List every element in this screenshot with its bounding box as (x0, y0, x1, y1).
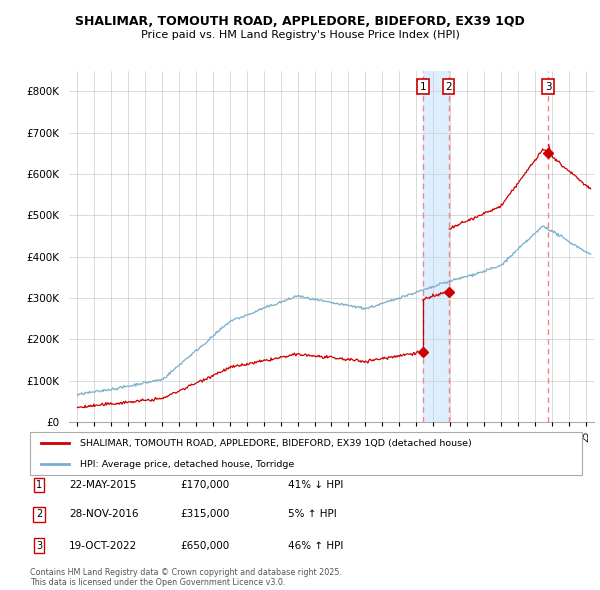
Bar (422, 71, 449, 422)
Text: HPI: Average price, detached house, Torridge: HPI: Average price, detached house, Torr… (80, 460, 294, 469)
Text: 2: 2 (36, 510, 42, 519)
Text: 5% ↑ HPI: 5% ↑ HPI (288, 510, 337, 519)
Text: 1: 1 (419, 81, 426, 91)
Text: 28-NOV-2016: 28-NOV-2016 (69, 510, 139, 519)
Text: 3: 3 (36, 541, 42, 550)
Text: Price paid vs. HM Land Registry's House Price Index (HPI): Price paid vs. HM Land Registry's House … (140, 30, 460, 40)
Text: Contains HM Land Registry data © Crown copyright and database right 2025.
This d: Contains HM Land Registry data © Crown c… (30, 568, 342, 587)
Text: £650,000: £650,000 (180, 541, 229, 550)
Text: 46% ↑ HPI: 46% ↑ HPI (288, 541, 343, 550)
Text: 41% ↓ HPI: 41% ↓ HPI (288, 480, 343, 490)
Text: 1: 1 (36, 480, 42, 490)
Text: 22-MAY-2015: 22-MAY-2015 (69, 480, 136, 490)
Text: 19-OCT-2022: 19-OCT-2022 (69, 541, 137, 550)
Text: £315,000: £315,000 (180, 510, 229, 519)
FancyBboxPatch shape (30, 432, 582, 475)
Text: SHALIMAR, TOMOUTH ROAD, APPLEDORE, BIDEFORD, EX39 1QD (detached house): SHALIMAR, TOMOUTH ROAD, APPLEDORE, BIDEF… (80, 438, 472, 448)
Text: 2: 2 (445, 81, 452, 91)
Text: £170,000: £170,000 (180, 480, 229, 490)
Text: SHALIMAR, TOMOUTH ROAD, APPLEDORE, BIDEFORD, EX39 1QD: SHALIMAR, TOMOUTH ROAD, APPLEDORE, BIDEF… (75, 15, 525, 28)
Text: 3: 3 (545, 81, 551, 91)
